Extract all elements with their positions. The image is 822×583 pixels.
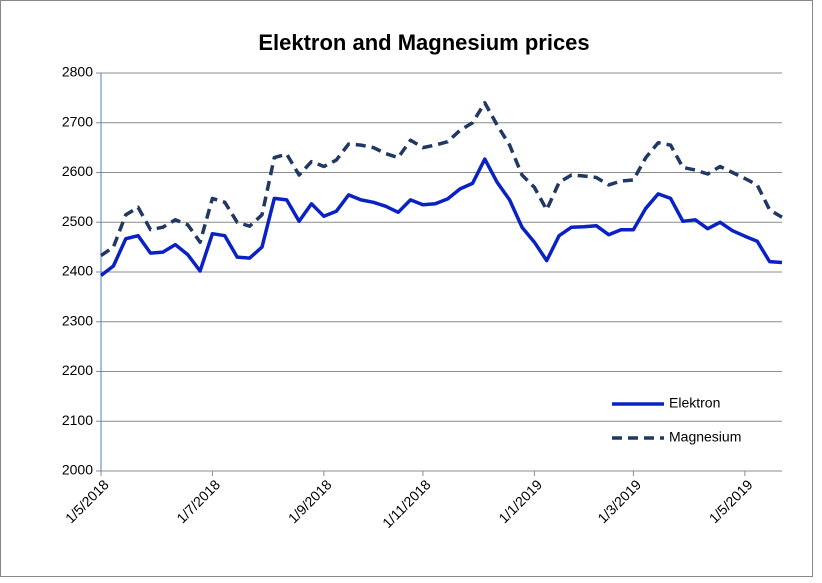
y-tick-label: 2500 (62, 213, 93, 229)
chart-border (0, 0, 813, 577)
y-tick-label: 2200 (62, 362, 93, 378)
y-tick-label: 2700 (62, 113, 93, 129)
series-line (100, 101, 783, 258)
y-tick-label: 2300 (62, 312, 93, 328)
y-tick-label: 2600 (62, 163, 93, 179)
y-tick-label: 2000 (62, 462, 93, 478)
legend-label: Elektron (669, 395, 720, 411)
series-line (99, 157, 783, 277)
legend-label: Magnesium (669, 429, 741, 445)
y-tick-label: 2100 (62, 412, 93, 428)
y-tick-label: 2400 (62, 263, 93, 279)
y-tick-label: 2800 (62, 64, 93, 80)
chart-title: Elektron and Magnesium prices (258, 30, 589, 55)
